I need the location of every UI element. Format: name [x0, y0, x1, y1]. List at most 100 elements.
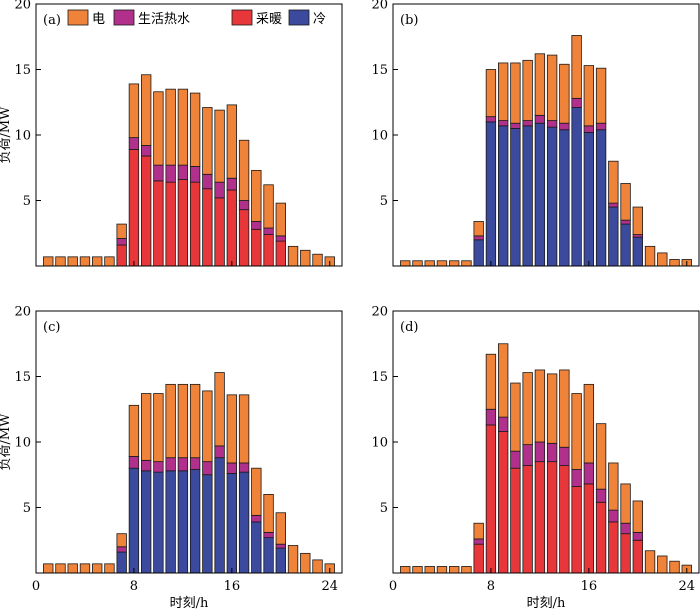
bar-segment	[632, 539, 643, 574]
bar-segment	[67, 563, 78, 574]
bar-segment	[275, 512, 286, 545]
bar-segment	[546, 54, 558, 121]
x-tick-label: 24	[678, 579, 695, 594]
bar-segment	[534, 441, 546, 463]
x-tick-label: 0	[389, 579, 397, 594]
x-tick-label: 16	[581, 579, 598, 594]
legend-label: 生活热水	[138, 12, 190, 27]
bar-segment	[263, 227, 274, 235]
legend-swatch	[231, 9, 253, 26]
bar-segment	[412, 566, 423, 574]
y-axis-label: 负荷/MW	[0, 106, 13, 164]
bar-segment	[128, 456, 140, 469]
bar-segment	[583, 383, 595, 464]
legend-swatch	[67, 9, 89, 26]
bar-segment	[79, 256, 91, 267]
bar-segment	[522, 59, 533, 121]
bar-segment	[644, 550, 656, 574]
bar-segment	[571, 107, 582, 267]
bar-segment	[485, 353, 497, 410]
bar-segment	[153, 471, 164, 574]
bar-segment	[43, 563, 54, 574]
bar-segment	[263, 184, 274, 229]
y-tick-label: 20	[14, 305, 31, 320]
bar-segment	[595, 67, 607, 124]
bar-segment	[608, 202, 619, 208]
bar-segment	[510, 62, 521, 124]
panel-label: (a)	[43, 13, 61, 28]
bar-segment	[595, 488, 607, 503]
plot-frame	[392, 310, 700, 574]
bar-segment	[153, 461, 164, 473]
bar-segment	[275, 543, 286, 549]
bar-segment	[238, 462, 250, 473]
bar-segment	[251, 467, 262, 516]
bar-segment	[92, 256, 103, 267]
bar-segment	[189, 166, 201, 183]
chart-panel-c: 5 10 15 20 0 8 16 24 (c) 负荷/MW 时刻/h	[0, 305, 343, 609]
bar-segment	[238, 471, 250, 574]
bar-segment	[424, 566, 435, 574]
bar-segment	[497, 431, 509, 574]
bar-segment	[214, 181, 225, 199]
bar-segment	[546, 461, 558, 574]
bar-segment	[497, 125, 509, 267]
bar-segment	[79, 563, 91, 574]
y-tick-label: 20	[371, 305, 388, 320]
bar-segment	[177, 179, 189, 267]
bar-segment	[510, 450, 521, 469]
y-tick-label: 15	[371, 63, 388, 78]
bar-segment	[189, 181, 201, 267]
bar-segment	[214, 109, 225, 183]
bar-segment	[559, 465, 570, 574]
bar-segment	[202, 461, 213, 476]
bar-segment	[522, 125, 533, 267]
bar-segment	[546, 442, 558, 463]
bar-segment	[263, 493, 274, 533]
bar-segment	[534, 53, 546, 116]
chart-panel-b: 5 10 15 20 (b)	[371, 0, 700, 267]
bar-segment	[583, 131, 595, 267]
y-tick-label: 20	[371, 0, 388, 13]
bar-segment	[522, 465, 533, 574]
chart-panel-d: 5 10 15 20 0 8 16 24 (d) 时刻/h	[371, 305, 700, 609]
bar-segment	[238, 394, 250, 464]
bar-segment	[140, 459, 152, 472]
bar-segment	[583, 462, 595, 485]
bar-segment	[128, 404, 140, 457]
bar-segment	[559, 446, 570, 466]
bar-segment	[510, 382, 521, 452]
bar-segment	[583, 483, 595, 574]
chart-panel-a: 5 10 15 20 (a) 负荷/MW 电 生活热水 采暖 冷	[0, 0, 343, 267]
bar-segment	[546, 126, 558, 267]
legend-swatch	[113, 9, 135, 26]
bar-segment	[449, 260, 460, 267]
bar-segment	[546, 373, 558, 444]
bar-segment	[275, 240, 286, 267]
bar-segment	[534, 369, 546, 443]
bar-segment	[436, 566, 448, 574]
bar-segment	[300, 552, 311, 574]
bar-segment	[238, 139, 250, 201]
bar-segment	[400, 260, 411, 267]
bar-segment	[497, 343, 509, 418]
bar-segment	[214, 445, 225, 459]
bar-segment	[251, 521, 262, 574]
bar-segment	[449, 566, 460, 574]
bar-segment	[583, 65, 595, 127]
plot-frame	[35, 3, 343, 267]
bar-segment	[202, 390, 213, 463]
bar-segment	[165, 88, 176, 166]
bar-segment	[510, 122, 521, 129]
bar-segment	[312, 253, 323, 267]
bar-segment	[485, 121, 497, 267]
bar-segment	[669, 259, 680, 267]
bar-segment	[140, 145, 152, 157]
bar-segment	[559, 122, 570, 131]
bar-segment	[461, 260, 472, 267]
bar-segment	[43, 256, 54, 267]
bar-segment	[177, 470, 189, 574]
bar-segment	[251, 169, 262, 222]
bar-segment	[263, 537, 274, 574]
bar-segment	[657, 252, 668, 267]
